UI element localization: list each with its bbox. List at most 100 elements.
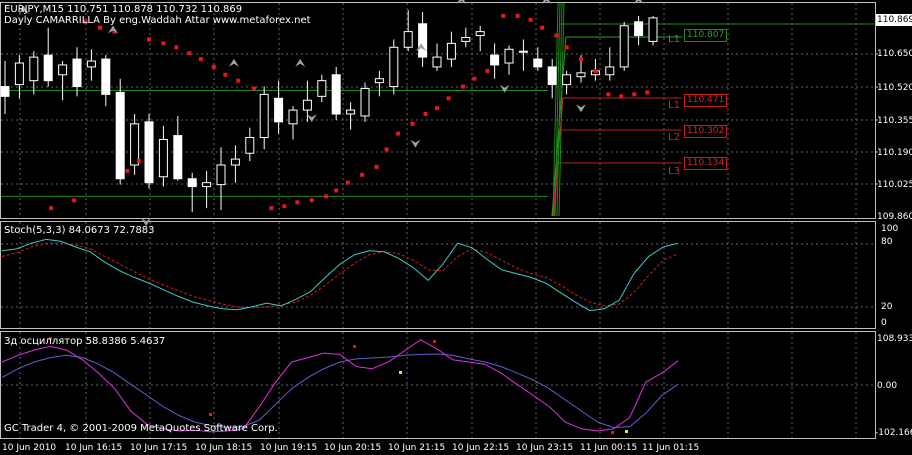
sar-dot <box>136 159 141 164</box>
osc-tick: -102.166 <box>875 428 912 438</box>
candle <box>58 61 68 101</box>
candle <box>202 170 212 209</box>
candle <box>302 80 312 122</box>
time-tick: 10 Jun 20:15 <box>324 443 382 453</box>
time-tick: 10 Jun 18:15 <box>195 443 253 453</box>
sar-dot <box>374 164 379 169</box>
sar-dot <box>360 172 365 177</box>
symbol-header: EURJPY,M15 110.751 110.878 110.732 110.8… <box>4 4 243 15</box>
indicator-header: Dayly CAMARRILLA By eng.Waddah Attar www… <box>4 15 311 26</box>
candle <box>634 15 644 46</box>
level-connector <box>556 2 563 217</box>
sar-dot <box>187 51 192 56</box>
sar-dot <box>485 68 490 73</box>
sar-dot <box>564 45 569 50</box>
sar-dot <box>161 41 166 46</box>
stoch-main-line <box>1 238 679 312</box>
sar-dot <box>211 64 216 69</box>
candle <box>43 27 53 87</box>
osc-dot <box>49 337 52 340</box>
sar-dot <box>645 90 650 95</box>
candle <box>187 172 197 213</box>
fractal-down-arrow <box>141 218 152 227</box>
candle <box>0 61 10 114</box>
osc-tick: 108.933 <box>877 334 912 344</box>
price-tick: 110.025 <box>877 180 912 190</box>
level-name: L1 <box>668 34 680 45</box>
candle <box>317 74 327 103</box>
sar-dot <box>252 86 257 91</box>
osc-signal-line <box>1 353 679 429</box>
osc-tick: 0.00 <box>877 381 898 391</box>
time-tick: 11 Jun 00:15 <box>580 443 638 453</box>
sar-dot <box>198 57 203 62</box>
sar-dot <box>72 198 77 203</box>
fractal-up-arrow <box>633 0 644 5</box>
candle <box>144 114 154 189</box>
fractal-up-arrow <box>295 58 306 67</box>
fractal-down-arrow <box>576 104 586 113</box>
candle <box>490 43 500 79</box>
candle <box>605 47 615 81</box>
level-value-box: 110.471 <box>684 94 728 107</box>
stoch-label: Stoch(5,3,3) 84.0673 72.7883 <box>4 225 155 236</box>
sar-dot <box>345 180 350 185</box>
sar-dot <box>295 200 300 205</box>
sar-dot <box>396 131 401 136</box>
candle <box>130 114 140 175</box>
sar-dot <box>501 13 506 18</box>
pane-frame <box>0 331 876 439</box>
candle <box>403 10 413 52</box>
level-value-box: 110.134 <box>684 157 728 170</box>
time-tick: 10 Jun 2010 <box>2 443 57 453</box>
level-connector <box>552 2 559 217</box>
candle <box>158 125 168 187</box>
sar-dot <box>98 25 103 30</box>
fractal-up-arrow <box>541 0 552 5</box>
time-tick: 10 Jun 21:15 <box>388 443 446 453</box>
sar-dot <box>112 29 117 34</box>
pane-frame <box>0 221 876 329</box>
sar-dot <box>174 45 179 50</box>
osc-label: Зд осциллятор 58.8386 5.4637 <box>4 336 166 347</box>
price-tick: 110.520 <box>877 83 912 93</box>
sar-dot <box>446 96 451 101</box>
sar-dot <box>423 112 428 116</box>
candle <box>259 86 269 150</box>
candle <box>288 106 298 140</box>
candle <box>173 115 183 181</box>
stoch-tick: 0 <box>881 318 887 328</box>
candle <box>245 127 255 162</box>
sar-dot <box>125 168 130 173</box>
candle <box>101 55 111 107</box>
level-name: L2 <box>668 132 680 143</box>
candle <box>274 80 284 134</box>
sar-dot <box>324 194 329 199</box>
osc-dot <box>433 340 436 343</box>
fractal-down-arrow <box>306 114 317 123</box>
level-name: L3 <box>668 166 680 177</box>
time-tick: 10 Jun 22:15 <box>452 443 510 453</box>
time-tick: 11 Jun 01:15 <box>642 443 700 453</box>
candle <box>562 70 572 95</box>
level-value-box: 110.302 <box>684 125 728 138</box>
level-connector <box>554 2 561 217</box>
current-price-box: 110.869 <box>876 14 912 26</box>
fractal-up-arrow <box>18 5 29 14</box>
candle <box>533 47 543 71</box>
time-tick: 10 Jun 17:15 <box>130 443 188 453</box>
time-tick: 10 Jun 16:15 <box>65 443 123 453</box>
sar-dot <box>619 94 624 99</box>
candle <box>619 21 629 71</box>
time-tick: 10 Jun 23:15 <box>516 443 574 453</box>
candle <box>547 59 557 99</box>
price-tick: 110.650 <box>877 49 912 59</box>
candle <box>29 51 39 95</box>
sar-dot <box>554 33 559 38</box>
sar-dot <box>515 13 520 18</box>
osc-dot <box>209 413 212 416</box>
level-value-box: 110.807 <box>684 29 728 42</box>
fractal-down-arrow <box>410 139 421 148</box>
osc-dot <box>611 431 614 434</box>
sar-dot <box>410 121 415 126</box>
